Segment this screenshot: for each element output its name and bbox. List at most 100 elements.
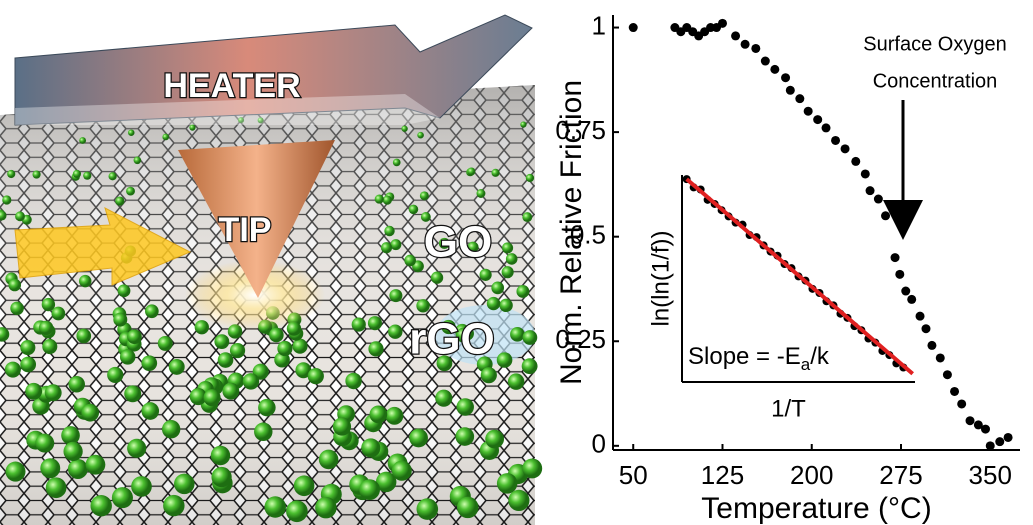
y-tick-label: 1	[592, 10, 606, 40]
atom	[457, 497, 478, 518]
atom	[61, 426, 80, 445]
atom	[333, 417, 351, 435]
data-point	[841, 144, 850, 153]
atom	[45, 384, 62, 401]
atom	[8, 279, 21, 292]
atom	[526, 174, 534, 182]
atom	[163, 495, 184, 516]
rgo-label: rGO	[409, 315, 495, 364]
atom	[258, 399, 276, 417]
y-axis-label: ln(ln(1/f))	[647, 230, 674, 326]
atom	[393, 159, 401, 167]
atom	[409, 205, 419, 215]
atom	[127, 329, 142, 344]
data-point	[813, 115, 822, 124]
y-tick-label: 0	[592, 429, 606, 459]
atom	[383, 196, 392, 205]
atom	[20, 340, 35, 355]
atom	[112, 487, 133, 508]
atom	[90, 495, 111, 516]
atom	[222, 383, 239, 400]
atom	[510, 327, 525, 342]
atom	[20, 357, 36, 373]
atom	[523, 330, 538, 345]
atom	[211, 467, 231, 487]
atom	[145, 304, 159, 318]
atom	[481, 367, 497, 383]
atom	[195, 320, 209, 334]
atom	[204, 389, 221, 406]
atom	[499, 299, 512, 312]
data-point	[770, 65, 779, 74]
data-point	[895, 270, 904, 279]
x-tick-label: 50	[619, 460, 648, 490]
atom	[254, 423, 272, 441]
data-point	[936, 353, 945, 362]
atom	[497, 473, 518, 494]
atom	[315, 497, 337, 519]
atom	[169, 359, 185, 375]
atom	[491, 169, 499, 177]
data-point	[943, 370, 952, 379]
heater-label: HEATER	[163, 67, 300, 105]
atom	[108, 172, 116, 180]
atom	[420, 191, 429, 200]
atom	[134, 157, 142, 165]
atom	[131, 476, 152, 497]
atom	[68, 376, 85, 393]
atom	[417, 498, 439, 520]
x-tick-label: 275	[879, 460, 922, 490]
data-point	[866, 186, 875, 195]
annotation: Concentration	[873, 70, 998, 92]
slope-suffix: /k	[810, 343, 830, 370]
slope-annotation: Slope = -Ea/k	[688, 343, 830, 374]
data-point	[950, 387, 959, 396]
data-point	[916, 312, 925, 321]
atom	[162, 134, 169, 141]
atom	[409, 429, 428, 448]
atom	[120, 349, 135, 364]
atom	[40, 458, 60, 478]
atom	[417, 132, 424, 139]
data-point	[718, 19, 727, 28]
data-point	[966, 416, 975, 425]
atom	[506, 253, 518, 265]
annotation: Surface Oxygen	[863, 33, 1006, 55]
atom	[158, 336, 173, 351]
atom	[73, 170, 81, 178]
atom	[502, 266, 514, 278]
atom	[508, 490, 529, 511]
atom	[25, 383, 42, 400]
data-point	[741, 40, 750, 49]
atom	[467, 167, 475, 175]
atom	[141, 355, 157, 371]
atom	[42, 298, 55, 311]
atom	[86, 455, 106, 475]
atom	[416, 299, 429, 312]
atom	[520, 121, 526, 127]
atom	[5, 362, 21, 378]
atom	[401, 126, 407, 132]
atom	[68, 459, 88, 479]
atom	[352, 317, 366, 331]
data-point	[921, 324, 930, 333]
slope-text: Slope = -E	[688, 343, 801, 370]
data-point	[795, 94, 804, 103]
atom	[516, 285, 529, 298]
data-point	[781, 73, 790, 82]
atom	[368, 316, 382, 330]
illustration: HEATER TIP GO rGO	[0, 15, 542, 525]
data-point	[731, 31, 740, 40]
atom	[381, 242, 392, 253]
data-point	[804, 107, 813, 116]
atom	[345, 373, 361, 389]
atom	[491, 282, 504, 295]
atom	[431, 272, 443, 284]
atom	[141, 402, 159, 420]
atom	[5, 462, 25, 482]
y-axis-label: Norm. Relative Friction	[555, 80, 588, 385]
data-point	[957, 399, 966, 408]
atom	[369, 405, 387, 423]
atom	[107, 367, 123, 383]
atom	[2, 195, 11, 204]
